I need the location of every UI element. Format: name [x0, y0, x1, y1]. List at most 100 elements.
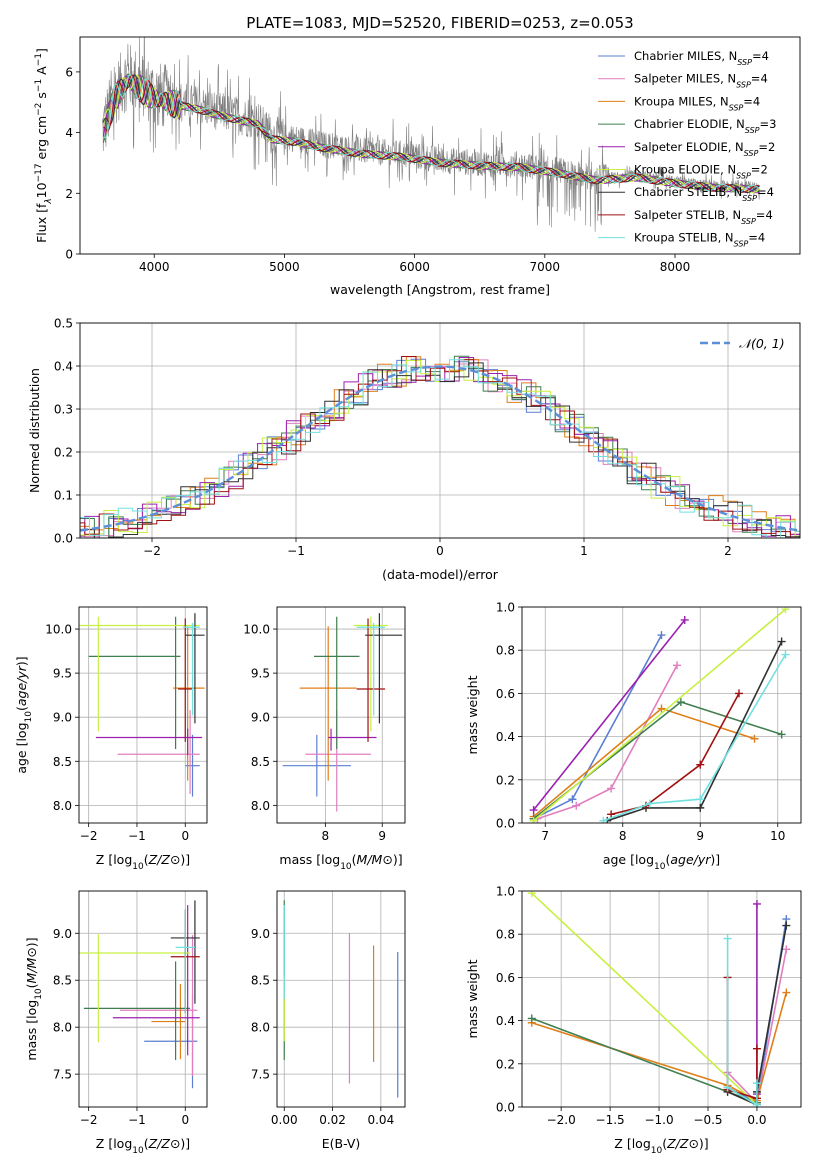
y-tick-label: 8.5	[251, 974, 270, 988]
y-tick-label: 0.0	[54, 532, 73, 546]
y-tick-label: 0.4	[496, 730, 515, 744]
label-part: (	[352, 852, 357, 867]
data-point	[79, 616, 200, 732]
residual-histogram	[80, 362, 800, 538]
y-tick-label: 6	[65, 65, 73, 79]
legend-nssp-prefix: , N	[718, 231, 734, 245]
x-tick-label: −1	[128, 829, 146, 843]
y-tick-label: 0.0	[496, 1101, 515, 1115]
label-part: 10	[132, 862, 144, 872]
series-line	[726, 938, 758, 1107]
label-part: 10	[654, 862, 666, 872]
y-tick-label: 9.0	[251, 927, 270, 941]
legend-eq: =	[757, 185, 767, 199]
axes-frame: −2 −1 0 1 2 0.0 0.1 0.2 0.3 0.4 0.5	[54, 317, 732, 559]
label-part: 10	[34, 182, 49, 198]
y-tick-label: 0.8	[496, 644, 515, 658]
legend-eq: =	[756, 208, 766, 222]
legend-nssp: 4	[753, 94, 760, 108]
data-point	[365, 613, 403, 724]
plus-marker	[599, 816, 608, 823]
legend-label: Chabrier ELODIE, NSSP=3	[634, 117, 776, 135]
legend-nssp-prefix: , N	[725, 208, 741, 222]
x-axis-label: age [log10(age/yr)]	[603, 852, 720, 872]
legend-label: Kroupa MILES, NSSP=4	[634, 94, 760, 112]
legend-nssp: 4	[760, 72, 767, 86]
weight-series	[529, 615, 689, 815]
data-point	[185, 613, 205, 724]
x-tick-label: 0	[181, 829, 189, 843]
y-axis-label: Flux [fλ10−17 erg cm−2 s−1 A−1]	[34, 48, 54, 243]
data-point	[182, 622, 200, 716]
x-tick-label: −1.5	[596, 1113, 625, 1127]
y-tick-label: 8.5	[53, 974, 72, 988]
series-line	[607, 641, 783, 822]
plot-area	[277, 891, 405, 1107]
label-part: )]	[24, 937, 39, 947]
x-tick-label: 10	[770, 829, 785, 843]
data-point	[353, 616, 388, 732]
axes-frame: 0.00 0.02 0.04 7.5 8.0 8.5 9.0	[251, 927, 394, 1127]
legend-nssp-prefix: , N	[721, 49, 737, 63]
plot-area	[79, 891, 207, 1107]
y-tick-label: 10.0	[45, 623, 72, 637]
plot-area	[522, 607, 801, 823]
label-part: (	[144, 852, 149, 867]
data-point	[328, 728, 377, 751]
plus-marker	[735, 689, 743, 698]
plus-marker	[645, 799, 654, 808]
legend-nssp-prefix: , N	[720, 163, 736, 177]
label-part: age/yr	[14, 665, 29, 706]
data-point	[178, 618, 193, 742]
axes-frame: −2 −1 0 7.5 8.0 8.5 9.0	[53, 927, 189, 1127]
label-part: age [log	[14, 722, 29, 773]
y-tick-label: 9.0	[53, 711, 72, 725]
legend-eq: =	[751, 72, 761, 86]
plus-marker	[676, 698, 685, 707]
x-axis-label: Z [log10(Z/Z⊙)]	[96, 1136, 190, 1156]
x-tick-label: −2	[80, 829, 98, 843]
y-tick-label: 0.0	[496, 817, 515, 831]
label-part: mass [log	[279, 852, 340, 867]
x-tick-label: 9	[696, 829, 704, 843]
label-part: M/M⊙	[24, 947, 39, 983]
plus-marker	[752, 899, 761, 908]
series-line	[537, 664, 678, 820]
x-tick-label: −0.5	[693, 1113, 722, 1127]
axes-frame: 4000 5000 6000 7000 8000 0 2 4 6	[65, 65, 690, 274]
x-tick-label: −1	[128, 1113, 146, 1127]
label-part: )]	[699, 1136, 709, 1151]
legend-nssp: 4	[762, 49, 769, 63]
y-tick-label: 0.5	[54, 317, 73, 331]
label-part: )]	[393, 852, 403, 867]
data-point	[117, 710, 200, 794]
x-axis-label: mass [log10(M/M⊙)]	[279, 852, 402, 872]
y-tick-label: 9.5	[53, 667, 72, 681]
data-point	[79, 934, 191, 1043]
series-line	[533, 608, 787, 822]
x-tick-label: −2	[80, 1113, 98, 1127]
label-part: (	[144, 1136, 149, 1151]
plus-marker	[723, 934, 732, 943]
y-tick-label: 7.5	[251, 1068, 270, 1082]
axes-frame: −2 −1 0 8.0 8.5 9.0 9.5 10.0	[45, 623, 189, 843]
residual-histogram	[80, 359, 800, 538]
residual-histogram	[80, 359, 800, 538]
x-tick-label: 0.02	[319, 1113, 346, 1127]
legend-label: Kroupa STELIB, NSSP=4	[634, 231, 765, 249]
y-tick-label: 7.5	[53, 1068, 72, 1082]
y-tick-label: 9.0	[251, 711, 270, 725]
axes-border	[79, 322, 801, 539]
residual-histogram	[80, 356, 800, 538]
label-part: Z [log	[614, 1136, 650, 1151]
data-point	[112, 905, 200, 1056]
label-part: (	[665, 852, 670, 867]
legend-name: Chabrier ELODIE	[634, 117, 729, 131]
legend-nssp-prefix: , N	[729, 117, 745, 131]
label-part: M/M⊙	[357, 852, 393, 867]
label-part: A	[34, 66, 49, 79]
label-part: )]	[710, 852, 720, 867]
legend-eq: =	[760, 117, 770, 131]
x-axis-label: (data-model)/error	[382, 567, 499, 582]
